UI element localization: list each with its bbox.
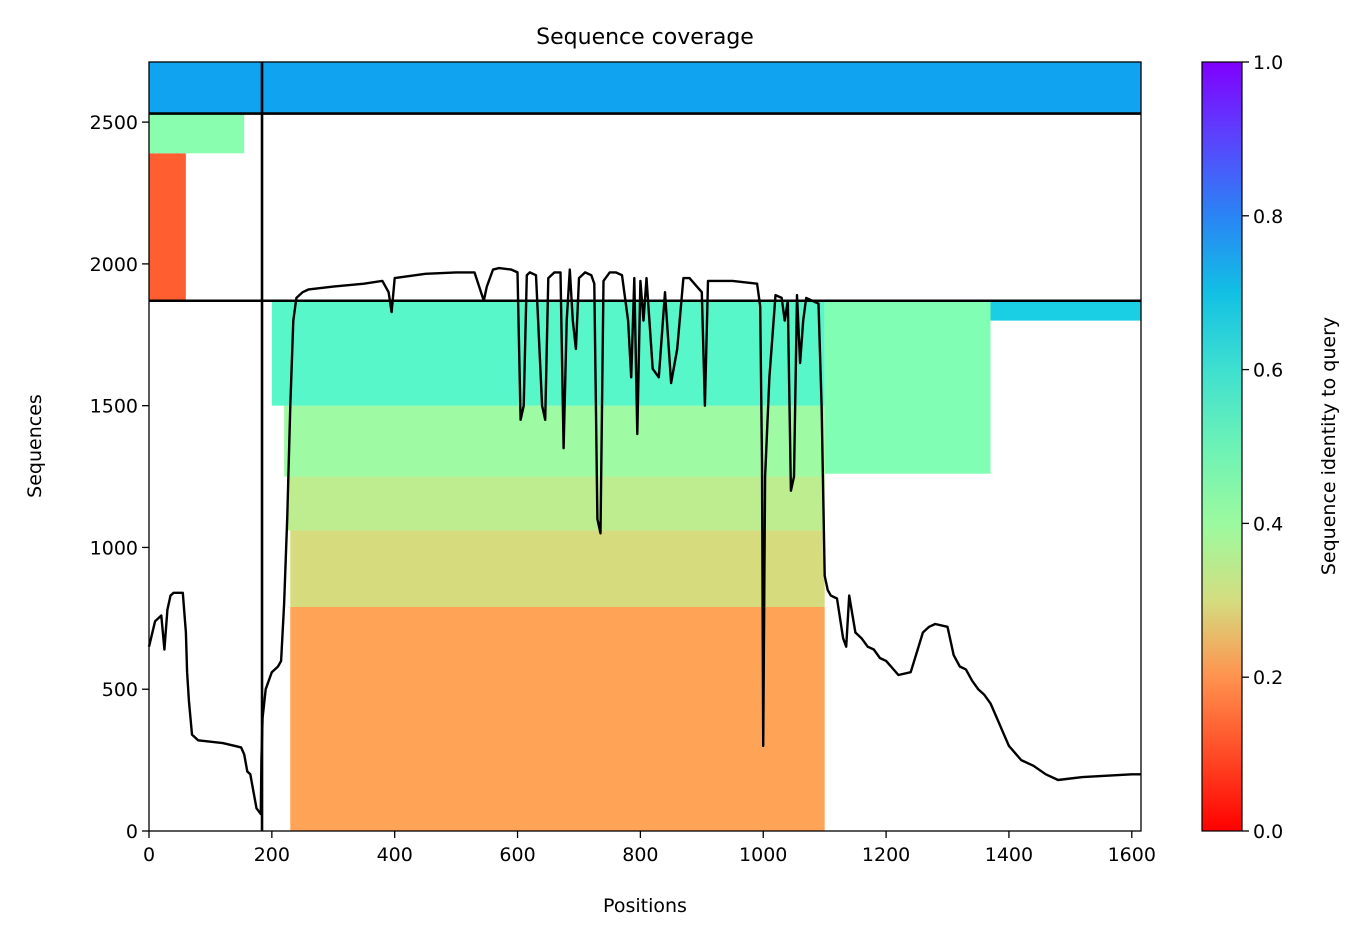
coverage-block [149, 62, 1141, 114]
colorbar-tick-label: 0.8 [1253, 206, 1283, 228]
x-tick-label: 1600 [1108, 844, 1156, 866]
x-axis: 0 200 400 600 800 1000 1200 1400 1600 [143, 831, 1156, 866]
y-axis: 0 500 1000 1500 2000 2500 [90, 112, 149, 843]
y-tick-label: 500 [102, 679, 138, 701]
colorbar-gradient [1201, 61, 1243, 832]
coverage-block [287, 476, 825, 531]
colorbar-tick-label: 0.2 [1253, 667, 1283, 689]
y-tick-label: 1000 [90, 537, 138, 559]
colorbar-tick-label: 0.0 [1253, 821, 1283, 843]
plot-area [147, 61, 1142, 832]
x-tick-label: 1000 [739, 844, 787, 866]
x-tick-label: 1200 [862, 844, 910, 866]
x-tick-label: 1400 [985, 844, 1033, 866]
coverage-block [990, 300, 1141, 321]
coverage-block [824, 300, 991, 474]
colorbar-ticks: 0.0 0.2 0.4 0.6 0.8 1.0 [1242, 52, 1283, 843]
plot-frame [148, 61, 1142, 832]
coverage-heatmap [149, 62, 1141, 831]
x-tick-label: 600 [499, 844, 535, 866]
chart-title: Sequence coverage [536, 25, 754, 50]
coverage-block [149, 153, 186, 301]
x-axis-label: Positions [603, 895, 687, 917]
coverage-block [149, 113, 245, 154]
x-tick-label: 800 [622, 844, 658, 866]
y-axis-label: Sequences [24, 394, 46, 498]
y-tick-label: 2000 [90, 254, 138, 276]
coverage-block [284, 405, 825, 477]
y-tick-label: 1500 [90, 396, 138, 418]
y-tick-label: 0 [126, 821, 138, 843]
coverage-line [147, 266, 1141, 816]
coverage-block [290, 530, 825, 607]
colorbar: 0.0 0.2 0.4 0.6 0.8 1.0 Sequence identity to … [1201, 52, 1340, 843]
colorbar-tick-label: 0.4 [1253, 513, 1283, 535]
x-tick-label: 200 [254, 844, 290, 866]
x-tick-label: 0 [143, 844, 155, 866]
coverage-block [290, 606, 825, 831]
colorbar-tick-label: 1.0 [1253, 52, 1283, 74]
y-tick-label: 2500 [90, 112, 138, 134]
colorbar-label: Sequence identity to query [1318, 317, 1340, 575]
x-tick-label: 400 [377, 844, 413, 866]
colorbar-tick-label: 0.6 [1253, 360, 1283, 382]
